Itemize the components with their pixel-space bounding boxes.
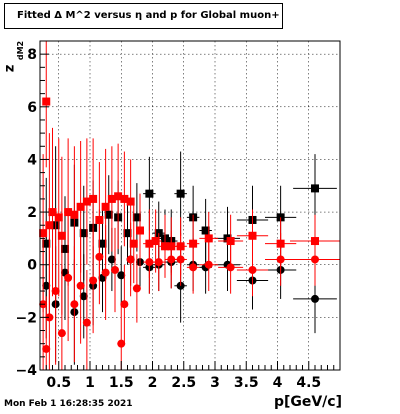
data-point-circle (82, 318, 91, 327)
data-point-circle (42, 281, 51, 290)
y-tick-label: 2 (27, 205, 37, 221)
data-point-square (48, 208, 57, 217)
data-point-circle (45, 313, 54, 322)
data-point-circle (132, 284, 141, 293)
data-point-square (311, 184, 319, 193)
data-point-circle (120, 300, 129, 309)
data-point-circle (64, 273, 73, 282)
data-point-circle (117, 271, 126, 280)
y-tick-label: −4 (16, 363, 38, 379)
data-point-circle (89, 276, 98, 285)
data-point-circle (248, 265, 257, 274)
x-tick-label: 4 (273, 375, 283, 391)
data-point-circle (76, 281, 85, 290)
data-point-circle (101, 268, 110, 277)
data-point-square (39, 229, 48, 238)
timestamp: Mon Feb 1 16:28:35 2021 (4, 399, 133, 409)
x-tick-label: 2 (148, 375, 158, 391)
data-point-circle (57, 329, 66, 338)
y-tick-label: −2 (16, 310, 37, 326)
data-point-circle (79, 292, 88, 301)
data-point-circle (95, 252, 104, 261)
y-tick-label: 0 (27, 258, 37, 274)
y-axis-label-sub: dM2 (16, 40, 26, 61)
x-tick-label: 3.5 (234, 375, 259, 391)
y-axis-label: z dM2 (2, 40, 27, 76)
data-point-square (176, 189, 185, 198)
series-layer (39, 41, 340, 370)
data-point-circle (189, 263, 198, 272)
y-tick-label: 8 (27, 47, 37, 63)
data-point-circle (51, 287, 60, 296)
data-point-square (70, 210, 79, 219)
data-point-circle (176, 255, 185, 264)
y-axis-label-main: z (2, 64, 18, 73)
data-point-square (101, 202, 110, 211)
axis-layer: 0.5 1 1.5 2 2.5 3 3.5 4 4.5 −4 −2 0 2 4 6 8 (16, 40, 341, 391)
data-point-circle (167, 255, 176, 264)
data-point-square (79, 229, 88, 238)
x-tick-label: 4.5 (296, 375, 321, 391)
data-point-square (104, 210, 113, 219)
y-tick-label: 6 (27, 100, 37, 116)
data-point-square (57, 231, 66, 240)
data-point-circle (276, 255, 285, 264)
data-point-square (151, 237, 160, 246)
data-point-square (129, 239, 138, 248)
data-point-square (42, 97, 51, 106)
data-point-circle (226, 263, 235, 272)
data-point-square (89, 194, 98, 203)
chart-title: Fitted Δ M^2 versus η and p for Global m… (17, 10, 280, 21)
data-point-circle (311, 294, 319, 303)
data-point-square (126, 197, 135, 206)
x-tick-label: 0.5 (46, 375, 71, 391)
data-point-square (123, 229, 132, 238)
y-tick-label: 4 (27, 152, 37, 168)
data-point-square (136, 226, 144, 235)
chart-title-box: Fitted Δ M^2 versus η and p for Global m… (4, 3, 283, 29)
data-point-square (248, 231, 257, 240)
data-point-square (45, 221, 54, 230)
data-point-square (114, 192, 123, 201)
data-series-3 (39, 209, 340, 370)
data-point-circle (42, 344, 51, 353)
data-point-circle (111, 265, 119, 274)
data-point-circle (154, 258, 163, 267)
data-point-square (145, 189, 154, 198)
data-point-square (64, 208, 73, 217)
data-point-circle (204, 260, 213, 269)
data-point-circle (107, 255, 116, 264)
data-point-circle (126, 255, 135, 264)
data-point-square (76, 202, 85, 211)
data-point-square (201, 226, 210, 235)
x-tick-label: 1 (85, 375, 95, 391)
data-point-circle (70, 300, 79, 309)
data-point-square (107, 194, 116, 203)
data-point-square (120, 194, 129, 203)
x-axis-label: p[GeV/c] (273, 394, 342, 410)
data-point-circle (145, 258, 154, 267)
x-tick-label: 3 (210, 375, 220, 391)
data-point-square (132, 213, 141, 222)
data-point-circle (117, 339, 126, 348)
x-tick-label: 1.5 (109, 375, 134, 391)
data-point-square (54, 213, 63, 222)
data-point-circle (311, 255, 319, 264)
data-point-square (82, 197, 91, 206)
x-tick-label: 2.5 (171, 375, 196, 391)
data-series-2 (39, 41, 340, 318)
